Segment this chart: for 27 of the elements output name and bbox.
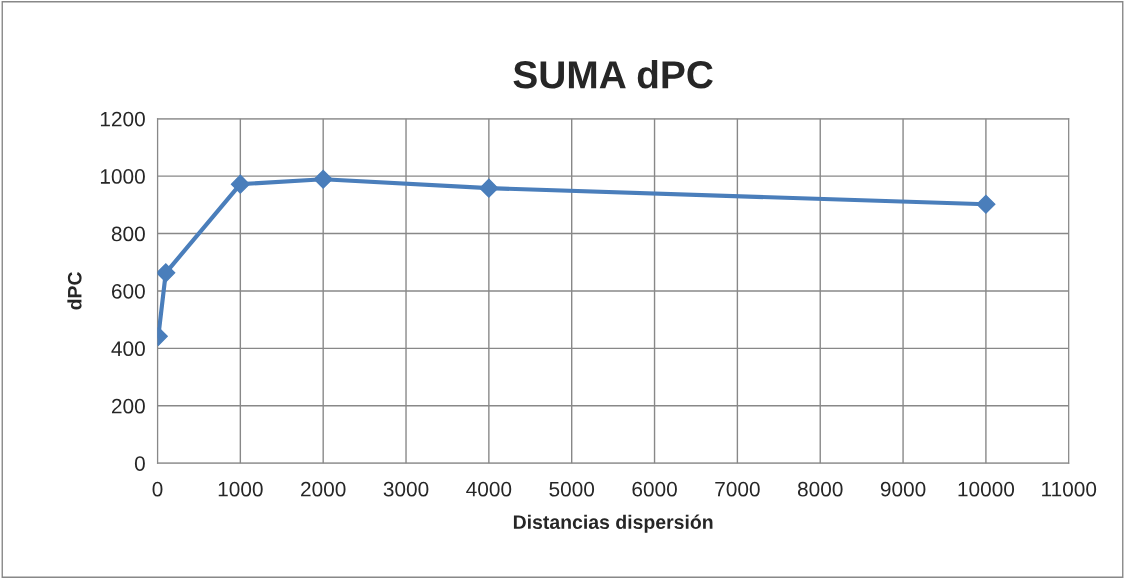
y-tick-label: 600: [112, 283, 145, 299]
x-tick-label: 11000: [1042, 481, 1097, 497]
x-tick-label: 6000: [632, 481, 677, 497]
x-tick-label: 2000: [301, 481, 346, 497]
x-tick-label: 8000: [797, 481, 843, 497]
point: [157, 263, 176, 283]
x-axis-title: Distancias dispersión: [513, 514, 713, 533]
x-tick-label: 3000: [383, 481, 429, 497]
x-tick-label: 4000: [466, 481, 512, 497]
x-tick-label: 1000: [218, 481, 263, 497]
point: [976, 194, 996, 214]
point: [479, 178, 499, 198]
y-tick-label: 0: [134, 456, 145, 471]
point: [230, 174, 250, 194]
x-tick-label: 9000: [880, 481, 926, 497]
y-tick-label: 1200: [100, 111, 145, 127]
y-axis-title: dPC: [67, 272, 82, 310]
y-tick-label: 1000: [100, 169, 145, 184]
x-tick-label: 0: [152, 481, 163, 497]
x-tick-label: 10000: [958, 481, 1015, 497]
y-tick-label: 200: [111, 398, 145, 414]
y-tick-label: 800: [111, 226, 145, 242]
y-tick-label: 400: [111, 341, 145, 357]
x-tick-label: 7000: [715, 481, 760, 497]
chart-title: SUMA dPC: [513, 59, 713, 89]
x-tick-label: 5000: [549, 481, 595, 497]
point: [313, 169, 333, 189]
